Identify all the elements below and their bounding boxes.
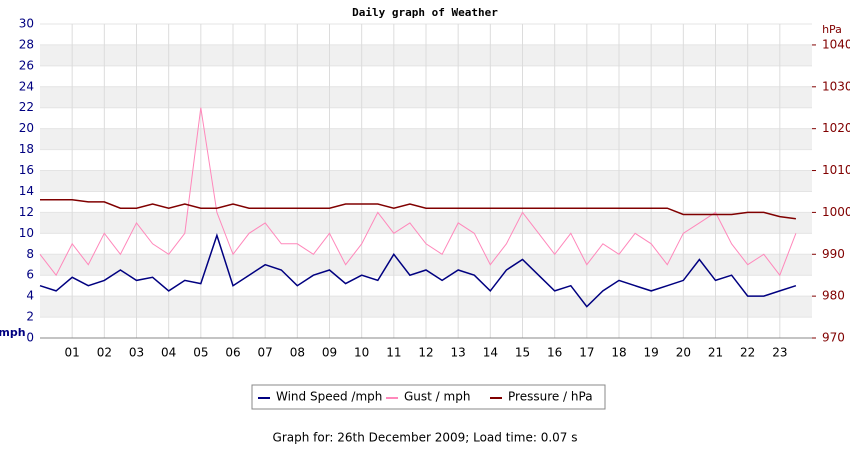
legend-label: Wind Speed /mph bbox=[276, 390, 382, 404]
y-tick-label: 26 bbox=[19, 58, 34, 72]
x-tick-label: 12 bbox=[418, 346, 433, 360]
y-tick-label: 2 bbox=[26, 310, 34, 324]
x-tick-label: 13 bbox=[451, 346, 466, 360]
y-tick-label: 24 bbox=[19, 79, 34, 93]
y-tick-label: 20 bbox=[19, 121, 34, 135]
y-axis-label: mph bbox=[0, 326, 26, 339]
legend-label: Pressure / hPa bbox=[508, 390, 593, 404]
y2-tick-label: 1040 bbox=[822, 37, 850, 51]
x-tick-label: 20 bbox=[676, 346, 691, 360]
x-tick-label: 18 bbox=[611, 346, 626, 360]
x-tick-label: 09 bbox=[322, 346, 337, 360]
line-series bbox=[39, 107, 797, 277]
y2-tick-label: 980 bbox=[822, 289, 845, 303]
y-tick-label: 18 bbox=[19, 142, 34, 156]
y2-tick-label: 1000 bbox=[822, 205, 850, 219]
x-tick-label: 06 bbox=[225, 346, 240, 360]
line-series bbox=[40, 199, 796, 220]
x-tick-label: 23 bbox=[772, 346, 787, 360]
x-tick-label: 05 bbox=[193, 346, 208, 360]
y2-tick-label: 1030 bbox=[822, 79, 850, 93]
legend-label: Gust / mph bbox=[404, 390, 470, 404]
y2-axis-label: hPa bbox=[822, 23, 842, 36]
y2-tick-label: 1010 bbox=[822, 163, 850, 177]
x-tick-label: 07 bbox=[258, 346, 273, 360]
chart-title: Daily graph of Weather bbox=[352, 6, 498, 19]
x-tick-label: 22 bbox=[740, 346, 755, 360]
x-tick-label: 02 bbox=[97, 346, 112, 360]
x-tick-label: 21 bbox=[708, 346, 723, 360]
x-tick-label: 03 bbox=[129, 346, 144, 360]
line-series bbox=[39, 232, 797, 308]
y2-tick-label: 990 bbox=[822, 247, 845, 261]
y-tick-label: 0 bbox=[26, 331, 34, 345]
x-tick-label: 17 bbox=[579, 346, 594, 360]
y-tick-label: 10 bbox=[19, 226, 34, 240]
x-tick-label: 04 bbox=[161, 346, 176, 360]
y-tick-label: 6 bbox=[26, 268, 34, 282]
y-tick-label: 16 bbox=[19, 163, 34, 177]
y-tick-label: 28 bbox=[19, 37, 34, 51]
y2-tick-label: 970 bbox=[822, 331, 845, 345]
y2-tick-label: 1020 bbox=[822, 121, 850, 135]
x-tick-label: 19 bbox=[644, 346, 659, 360]
y-tick-label: 4 bbox=[26, 289, 34, 303]
y-tick-label: 12 bbox=[19, 205, 34, 219]
x-tick-label: 11 bbox=[386, 346, 401, 360]
y-tick-label: 22 bbox=[19, 100, 34, 114]
x-tick-label: 14 bbox=[483, 346, 498, 360]
legend-box bbox=[251, 384, 606, 410]
y-tick-label: 30 bbox=[19, 17, 34, 31]
x-tick-label: 01 bbox=[65, 346, 80, 360]
y-tick-label: 8 bbox=[26, 247, 34, 261]
footer: Graph for: 26th December 2009; Load time… bbox=[273, 431, 578, 445]
y-tick-label: 14 bbox=[19, 184, 34, 198]
x-tick-label: 15 bbox=[515, 346, 530, 360]
x-tick-label: 10 bbox=[354, 346, 369, 360]
x-tick-label: 16 bbox=[547, 346, 562, 360]
x-tick-label: 08 bbox=[290, 346, 305, 360]
